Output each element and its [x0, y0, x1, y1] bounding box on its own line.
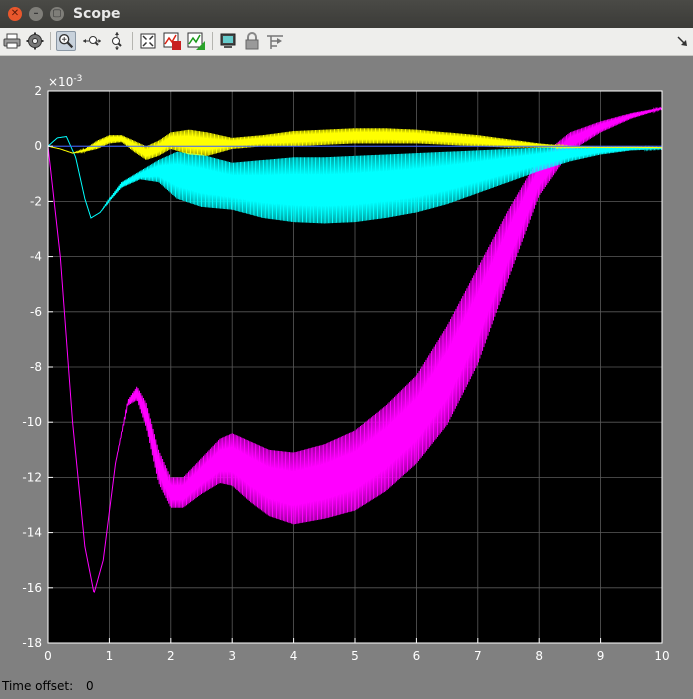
x-tick-label: 5 — [351, 649, 359, 663]
toolbar-separator — [212, 32, 213, 50]
print-icon[interactable] — [2, 31, 22, 51]
zoom-in-icon[interactable] — [56, 31, 76, 51]
y-tick-label: -2 — [30, 194, 42, 208]
x-tick-label: 10 — [654, 649, 669, 663]
x-tick-label: 8 — [535, 649, 543, 663]
y-tick-label: -16 — [22, 581, 42, 595]
time-offset-label: Time offset: — [2, 679, 74, 693]
floating-scope-icon[interactable] — [218, 31, 238, 51]
x-tick-label: 1 — [106, 649, 114, 663]
toolbar-separator — [50, 32, 51, 50]
lock-axes-icon[interactable] — [242, 31, 262, 51]
toolbar — [0, 28, 693, 56]
minimize-window-button[interactable]: – — [29, 7, 43, 21]
autoscale-icon[interactable] — [138, 31, 158, 51]
y-tick-label: -10 — [22, 415, 42, 429]
x-tick-label: 6 — [413, 649, 421, 663]
series-line-3 — [47, 128, 663, 160]
zoom-y-icon[interactable] — [107, 31, 127, 51]
y-tick-label: 0 — [34, 139, 42, 153]
y-tick-label: -14 — [22, 526, 42, 540]
signal-selection-icon[interactable] — [265, 31, 285, 51]
parameters-icon[interactable] — [25, 31, 45, 51]
x-tick-label: 2 — [167, 649, 175, 663]
status-bar: Time offset: 0 — [0, 676, 693, 699]
window-title: Scope — [73, 6, 121, 22]
dock-arrow-icon[interactable] — [672, 31, 692, 51]
y-tick-label: -8 — [30, 360, 42, 374]
maximize-window-button[interactable]: ▢ — [50, 7, 64, 21]
y-tick-label: 2 — [34, 84, 42, 98]
y-tick-label: -6 — [30, 305, 42, 319]
toolbar-separator — [132, 32, 133, 50]
series-line-1 — [47, 106, 663, 593]
y-tick-label: -18 — [22, 636, 42, 650]
x-tick-label: 0 — [44, 649, 52, 663]
x-tick-label: 3 — [228, 649, 236, 663]
y-tick-label: -4 — [30, 250, 42, 264]
zoom-x-icon[interactable] — [82, 31, 102, 51]
y-exponent-label: ×10-3 — [48, 74, 82, 89]
scope-plot[interactable]: 0 1 2 3 4 5 6 7 8 9 10 2 0 -2 -4 -6 -8 -10 -12 -14 -16 -18 ×10… — [0, 56, 693, 676]
x-tick-label: 4 — [290, 649, 298, 663]
y-tick-label: -12 — [22, 470, 42, 484]
title-bar: ✕ – ▢ Scope — [0, 0, 693, 28]
plot-area[interactable]: 0 1 2 3 4 5 6 7 8 9 10 2 0 -2 -4 -6 -8 -10 -12 -14 -16 -18 ×10… — [0, 56, 693, 680]
x-tick-label: 9 — [597, 649, 605, 663]
restore-axes-settings-icon[interactable] — [186, 31, 206, 51]
x-tick-label: 7 — [474, 649, 482, 663]
close-window-button[interactable]: ✕ — [8, 7, 22, 21]
time-offset-value: 0 — [86, 679, 94, 693]
save-axes-settings-icon[interactable] — [162, 31, 182, 51]
